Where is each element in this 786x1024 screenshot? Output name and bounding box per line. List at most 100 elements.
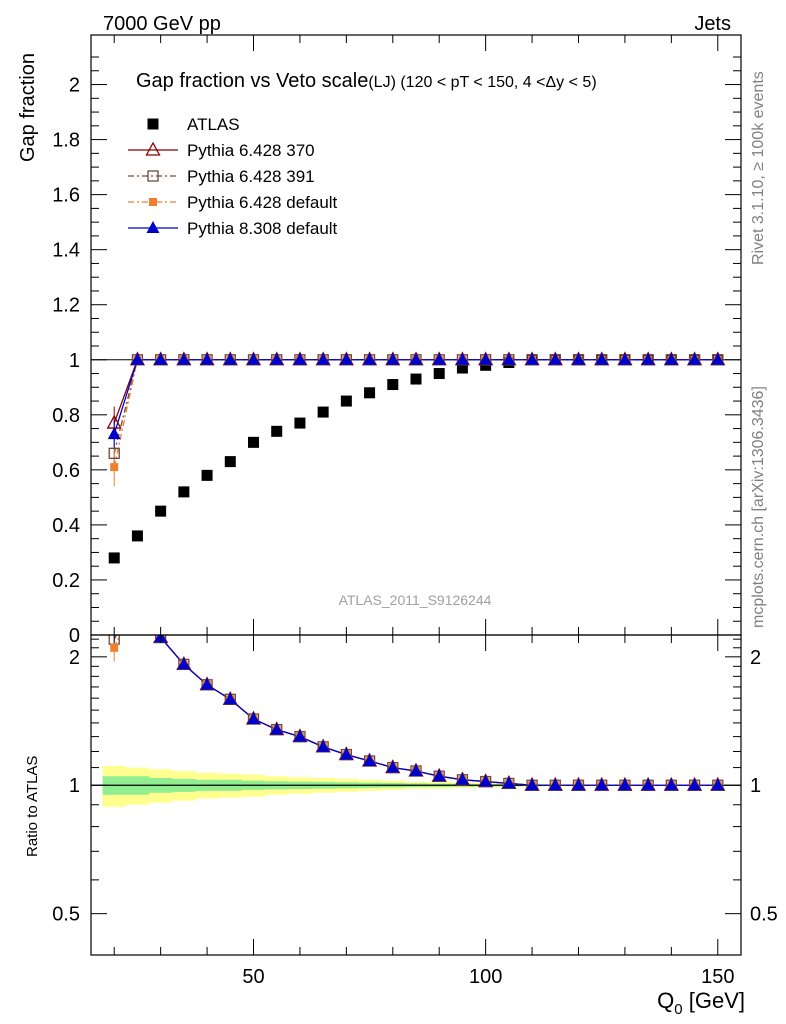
point-p8 <box>409 352 423 365</box>
ratio-point-p8 <box>409 763 423 776</box>
ratio-point-p8 <box>339 747 353 760</box>
point-atlas <box>317 406 329 418</box>
chart-title: Gap fraction vs Veto scale(LJ) (120 < pT… <box>136 70 597 92</box>
point-atlas <box>433 368 445 380</box>
ratio-point-p8 <box>664 778 678 791</box>
xlabel-sub: 0 <box>674 1001 682 1018</box>
legend-marker-atlas <box>147 118 159 130</box>
ratio-point-p8 <box>293 729 307 742</box>
legend-marker-p8 <box>146 221 160 233</box>
ratio-line-p370 <box>158 635 718 786</box>
analysis-watermark: ATLAS_2011_S9126244 <box>339 592 492 608</box>
point-p391 <box>108 447 120 459</box>
main-ytick-label: 0.8 <box>52 405 80 427</box>
main-panel: 0 0.2 0.4 0.6 0.8 1 1.2 1.4 1.6 1.8 2 <box>52 34 742 647</box>
main-ytick-label: 0.4 <box>52 515 80 537</box>
legend: ATLAS Pythia 6.428 370 Pythia 6.428 391 Pyt… <box>128 115 338 238</box>
ratio-point-p8 <box>479 774 493 787</box>
ratio-point-p8 <box>363 753 377 766</box>
point-p8 <box>177 352 191 365</box>
ratio-ytick-label-right: 0.5 <box>750 904 778 926</box>
point-p8 <box>664 352 678 365</box>
ratio-point-p8 <box>386 760 400 773</box>
xlabel: Q0 [GeV] <box>657 988 745 1018</box>
ratio-xtick-label: 50 <box>242 966 264 988</box>
ratio-ytick-label: 0.5 <box>52 904 80 926</box>
point-p8 <box>479 352 493 365</box>
ratio-point-p8 <box>270 722 284 735</box>
ratio-point-p8 <box>688 778 702 791</box>
point-p8 <box>432 352 446 365</box>
point-atlas <box>108 552 120 564</box>
ratio-point-p8 <box>432 769 446 782</box>
legend-label-p6def: Pythia 6.428 default <box>187 193 338 212</box>
point-p8 <box>107 427 121 440</box>
ratio-point-p8 <box>595 778 609 791</box>
legend-marker-p6def <box>149 198 157 206</box>
ratio-point-p8 <box>711 778 725 791</box>
ratio-point-p8 <box>525 778 539 791</box>
ratio-ytick-label-right: 2 <box>750 647 761 669</box>
point-p8 <box>154 352 168 365</box>
ratio-xtick-label: 150 <box>701 966 734 988</box>
legend-label-p8: Pythia 8.308 default <box>187 219 338 238</box>
main-ytick-label: 0.2 <box>52 570 80 592</box>
main-ytick-label: 0.6 <box>52 460 80 482</box>
point-p8 <box>339 352 353 365</box>
ratio-frame <box>90 634 742 956</box>
legend-marker-p370 <box>145 141 161 156</box>
point-p8 <box>386 352 400 365</box>
ratio-point-p8 <box>618 778 632 791</box>
point-atlas <box>271 425 283 437</box>
series-line-p370 <box>113 359 718 424</box>
ratio-point-p8 <box>548 778 562 791</box>
point-atlas <box>248 436 259 448</box>
point-atlas <box>294 417 306 429</box>
ratio-panel: 0.5 0.5 1 1 2 2 50 100 150 <box>52 634 778 988</box>
point-p8 <box>223 352 237 365</box>
ratio-ytick-label: 2 <box>69 647 80 669</box>
point-p8 <box>363 352 377 365</box>
point-p8 <box>548 352 562 365</box>
ratio-point-p8 <box>316 739 330 752</box>
point-p8 <box>130 352 144 365</box>
main-ytick-label: 1 <box>69 350 80 372</box>
ratio-ytick-label-right: 1 <box>750 775 761 797</box>
ratio-line-p8 <box>158 635 718 786</box>
ratio-ylabel: Ratio to ATLAS <box>24 756 41 857</box>
header-left: 7000 GeV pp <box>103 13 221 35</box>
point-atlas <box>456 362 468 374</box>
main-ytick-label: 1.4 <box>52 240 80 262</box>
main-ytick-label: 1.8 <box>52 130 80 152</box>
legend-label-p370: Pythia 6.428 370 <box>187 141 315 160</box>
ratio-xtick-label: 100 <box>469 966 502 988</box>
point-atlas <box>224 456 236 468</box>
main-ytick-label: 1.6 <box>52 185 80 207</box>
ratio-point-p6def <box>110 643 119 652</box>
point-atlas <box>364 387 376 399</box>
legend-label-atlas: ATLAS <box>187 115 240 134</box>
point-p8 <box>688 352 702 365</box>
point-p8 <box>711 352 725 365</box>
ratio-point-p8 <box>247 711 260 724</box>
ratio-point-p8 <box>641 778 655 791</box>
point-p8 <box>595 352 609 365</box>
point-p8 <box>200 352 214 365</box>
ratio-point-p8 <box>572 778 585 791</box>
xlabel-q: Q <box>657 988 674 1013</box>
main-ylabel: Gap fraction <box>17 53 39 162</box>
point-atlas <box>340 395 352 407</box>
main-ytick-label: 1.2 <box>52 295 80 317</box>
chart-title-suffix: (LJ) (120 < pT < 150, 4 <Δy < 5) <box>368 74 596 91</box>
ratio-point-p8 <box>455 772 469 785</box>
point-p8 <box>502 352 516 365</box>
point-atlas <box>178 486 190 498</box>
point-atlas <box>131 530 143 542</box>
ratio-line-p391 <box>113 635 718 786</box>
point-p8 <box>270 352 284 365</box>
chart-title-main: Gap fraction vs Veto scale <box>136 70 368 92</box>
series-line-p8 <box>113 359 718 435</box>
point-p8 <box>455 352 469 365</box>
point-atlas <box>410 373 422 385</box>
